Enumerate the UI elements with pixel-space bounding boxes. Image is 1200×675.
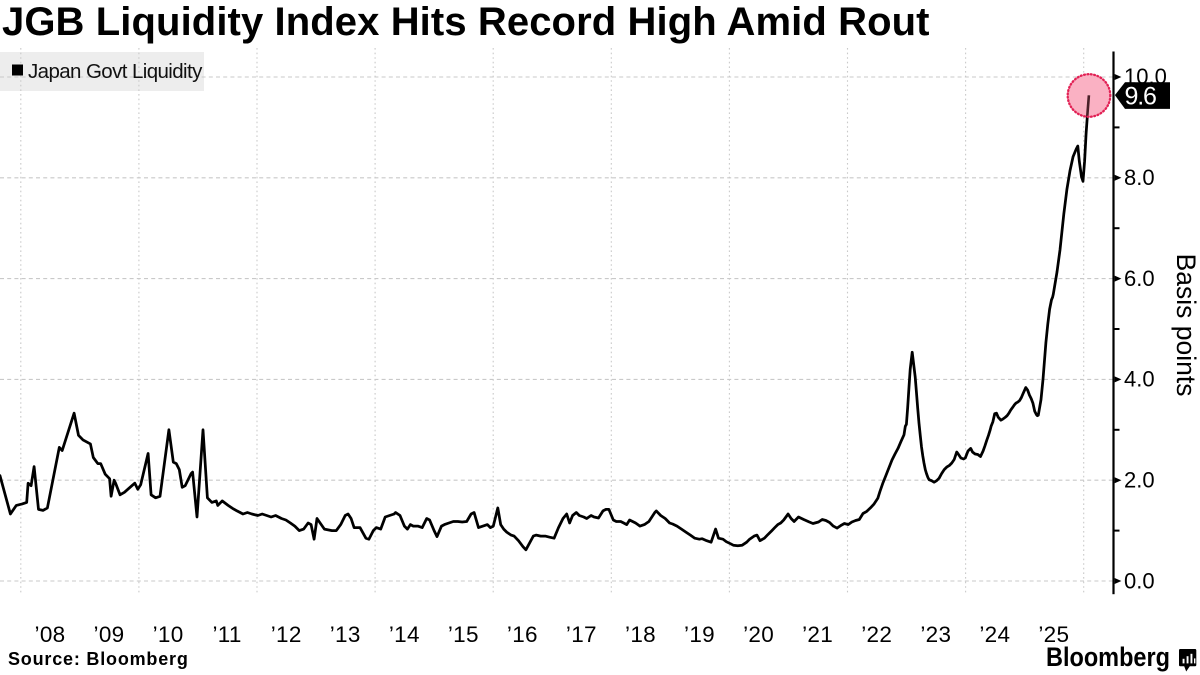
svg-text:’13: ’13 <box>330 622 361 647</box>
svg-text:Basis points: Basis points <box>1171 254 1200 397</box>
svg-text:’21: ’21 <box>802 622 833 647</box>
svg-text:’18: ’18 <box>625 622 656 647</box>
svg-text:’11: ’11 <box>212 622 241 647</box>
svg-text:9.6: 9.6 <box>1125 83 1156 111</box>
svg-text:’15: ’15 <box>448 622 479 647</box>
svg-text:0.0: 0.0 <box>1124 568 1155 593</box>
svg-text:’25: ’25 <box>1038 622 1069 647</box>
svg-text:’24: ’24 <box>979 622 1010 647</box>
svg-text:’22: ’22 <box>861 622 892 647</box>
svg-text:’12: ’12 <box>271 622 302 647</box>
svg-text:’17: ’17 <box>566 622 597 647</box>
svg-text:2.0: 2.0 <box>1124 468 1155 493</box>
svg-text:4.0: 4.0 <box>1124 367 1155 392</box>
svg-text:’16: ’16 <box>507 622 538 647</box>
svg-text:’20: ’20 <box>743 622 774 647</box>
svg-text:’19: ’19 <box>684 622 715 647</box>
svg-text:’14: ’14 <box>389 622 420 647</box>
svg-text:10.0: 10.0 <box>1124 64 1167 89</box>
svg-text:’08: ’08 <box>35 622 66 647</box>
svg-text:’23: ’23 <box>920 622 951 647</box>
svg-text:’10: ’10 <box>153 622 184 647</box>
svg-text:6.0: 6.0 <box>1124 266 1155 291</box>
svg-text:’09: ’09 <box>94 622 125 647</box>
svg-text:8.0: 8.0 <box>1124 165 1155 190</box>
